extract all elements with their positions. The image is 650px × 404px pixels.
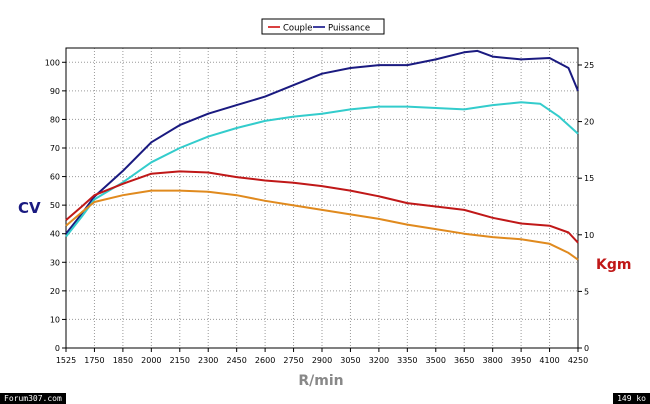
x-tick-label: 1750 bbox=[84, 356, 104, 365]
x-axis-label: R/min bbox=[298, 373, 343, 389]
y-tick-label-right: 25 bbox=[584, 61, 594, 70]
x-tick-label: 2150 bbox=[170, 356, 190, 365]
x-tick-label: 3050 bbox=[340, 356, 360, 365]
x-tick-label: 2900 bbox=[312, 356, 332, 365]
y-axis-label-right: Kgm bbox=[596, 257, 631, 273]
y-tick-label-left: 20 bbox=[50, 287, 60, 296]
x-tick-label: 4250 bbox=[568, 356, 588, 365]
x-tick-label: 3350 bbox=[397, 356, 417, 365]
y-tick-label-left: 40 bbox=[50, 230, 60, 239]
y-tick-label-right: 15 bbox=[584, 174, 594, 183]
axis-ticks: 1525 1750 1850 2000 2150 2300 2450 2600 2750 2900… bbox=[45, 58, 594, 365]
series-line-2 bbox=[65, 170, 579, 244]
site-watermark: Forum307.com bbox=[0, 393, 66, 404]
series-line-3 bbox=[65, 189, 579, 261]
x-tick-label: 2300 bbox=[198, 356, 218, 365]
y-tick-label-left: 70 bbox=[50, 144, 60, 153]
y-tick-label-right: 20 bbox=[584, 118, 594, 127]
y-tick-label-left: 100 bbox=[45, 58, 60, 67]
x-tick-label: 3950 bbox=[511, 356, 531, 365]
x-tick-label: 2000 bbox=[141, 356, 161, 365]
y-tick-label-left: 60 bbox=[50, 173, 60, 182]
series-line-0 bbox=[65, 49, 579, 235]
x-tick-label: 2450 bbox=[226, 356, 246, 365]
y-tick-label-right: 5 bbox=[584, 287, 589, 296]
x-tick-label: 1850 bbox=[113, 356, 133, 365]
x-tick-label: 1525 bbox=[56, 356, 76, 365]
y-tick-label-left: 10 bbox=[50, 315, 60, 324]
series-lines bbox=[65, 49, 579, 261]
y-tick-label-left: 0 bbox=[55, 344, 60, 353]
y-tick-label-left: 30 bbox=[50, 258, 60, 267]
file-size-badge: 149 ko bbox=[613, 393, 650, 404]
x-tick-label: 3500 bbox=[426, 356, 446, 365]
y-axis-label-left: CV bbox=[18, 199, 41, 217]
legend: Couple Puissance bbox=[261, 18, 385, 35]
y-tick-label-left: 80 bbox=[50, 115, 60, 124]
y-tick-label-right: 0 bbox=[584, 344, 589, 353]
x-tick-label: 2600 bbox=[255, 356, 275, 365]
x-tick-label: 3200 bbox=[369, 356, 389, 365]
y-tick-label-left: 50 bbox=[50, 201, 60, 210]
x-tick-label: 2750 bbox=[283, 356, 303, 365]
y-tick-label-right: 10 bbox=[584, 231, 594, 240]
series-line-1 bbox=[65, 101, 579, 238]
y-tick-label-left: 90 bbox=[50, 87, 60, 96]
x-tick-label: 3800 bbox=[482, 356, 502, 365]
grid bbox=[66, 48, 578, 348]
legend-label-puissance: Puissance bbox=[328, 24, 370, 34]
x-tick-label: 3650 bbox=[454, 356, 474, 365]
x-tick-label: 4100 bbox=[539, 356, 559, 365]
legend-label-couple: Couple bbox=[283, 24, 313, 34]
